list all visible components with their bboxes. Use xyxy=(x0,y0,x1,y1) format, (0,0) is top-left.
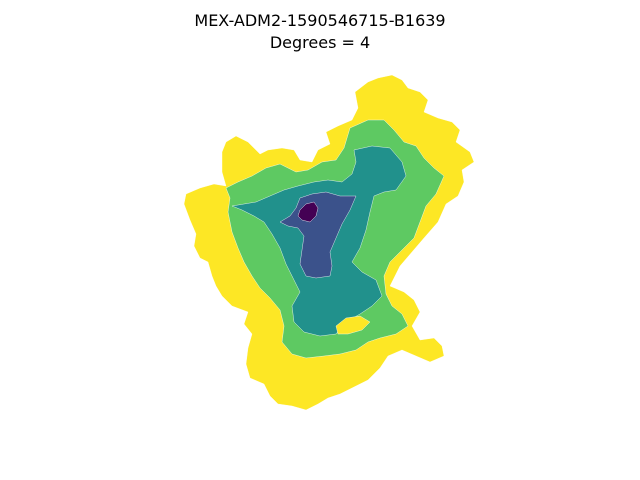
map-subtitle: Degrees = 4 xyxy=(269,33,371,52)
map-title: MEX-ADM2-1590546715-B1639 xyxy=(194,11,446,30)
region-degree-4-enclave xyxy=(335,315,371,335)
region-degree-0 xyxy=(297,201,319,223)
